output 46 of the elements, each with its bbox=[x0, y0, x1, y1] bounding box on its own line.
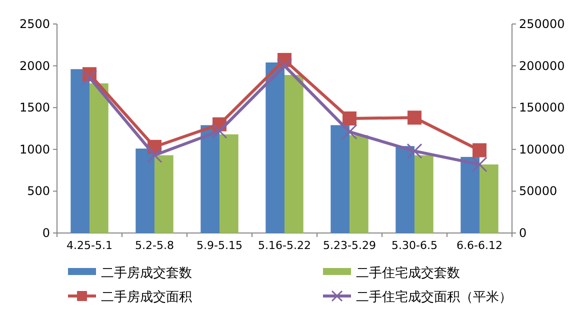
x-tick-label: 6.6-6.12 bbox=[456, 239, 502, 252]
point bbox=[472, 143, 486, 158]
y2-tick-label: 0 bbox=[519, 226, 527, 240]
bar bbox=[330, 125, 350, 233]
y2-tick-label: 250000 bbox=[519, 17, 565, 31]
point bbox=[82, 70, 98, 86]
x-tick-label: 5.23-5.29 bbox=[323, 239, 376, 252]
point bbox=[406, 143, 422, 159]
legend-label: 二手房成交面积 bbox=[101, 289, 192, 305]
y2-tick-label: 100000 bbox=[519, 142, 565, 156]
x-tick-label: 5.30-6.5 bbox=[392, 239, 438, 252]
point bbox=[342, 124, 358, 140]
y-tick-label: 1000 bbox=[19, 142, 50, 156]
y2-tick-label: 150000 bbox=[519, 100, 565, 115]
y-tick-label: 2000 bbox=[19, 58, 50, 73]
point bbox=[146, 148, 162, 163]
bar bbox=[414, 155, 434, 233]
point bbox=[472, 156, 488, 172]
point bbox=[212, 123, 228, 139]
y-tick-label: 1500 bbox=[19, 100, 50, 115]
bar bbox=[266, 62, 284, 233]
y-tick-label: 500 bbox=[27, 184, 50, 198]
legend-label: 二手住宅成交面积（平米） bbox=[356, 289, 512, 305]
bar bbox=[350, 135, 368, 233]
bar bbox=[396, 146, 414, 233]
bar bbox=[480, 164, 498, 233]
bar bbox=[460, 156, 480, 233]
bar bbox=[70, 69, 90, 233]
y2-tick-label: 200000 bbox=[519, 58, 565, 73]
y-tick-label: 0 bbox=[42, 226, 50, 240]
bar bbox=[200, 125, 220, 233]
x-tick-label: 5.9-5.15 bbox=[196, 239, 242, 252]
x-tick-label: 4.25-5.1 bbox=[66, 239, 112, 252]
x-tick-label: 5.2-5.8 bbox=[135, 239, 174, 252]
bar bbox=[90, 83, 108, 233]
legend-label: 二手住宅成交套数 bbox=[356, 265, 460, 281]
legend-label: 二手房成交套数 bbox=[101, 265, 192, 281]
point bbox=[408, 110, 422, 125]
y-tick-label: 2500 bbox=[19, 17, 50, 31]
x-tick-label: 5.16-5.22 bbox=[258, 239, 311, 252]
point bbox=[342, 111, 356, 126]
bar bbox=[154, 155, 174, 233]
bar bbox=[220, 134, 238, 233]
bar bbox=[136, 148, 154, 233]
bar bbox=[284, 74, 304, 233]
y2-tick-label: 50000 bbox=[519, 184, 558, 198]
